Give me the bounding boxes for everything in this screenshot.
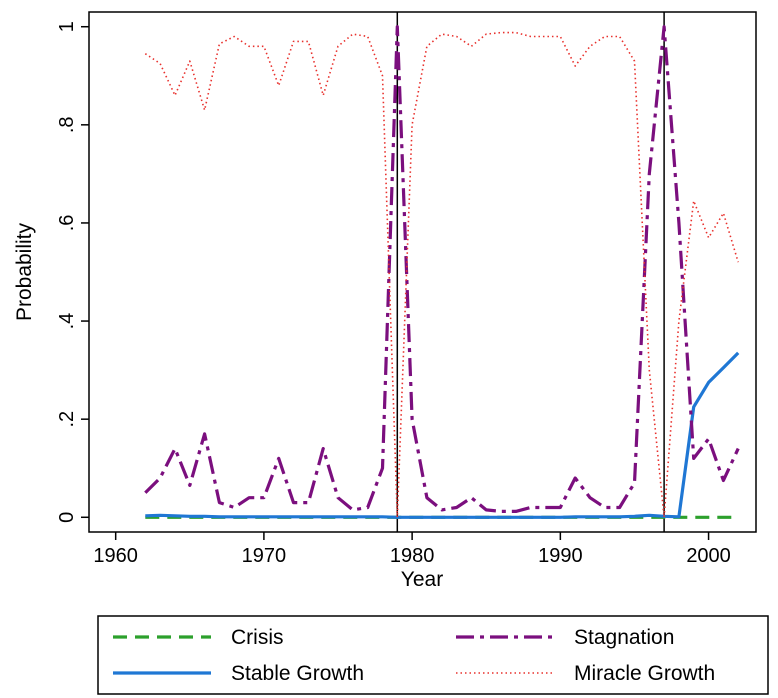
vertical-reference-lines bbox=[396, 12, 665, 532]
x-tick-label: 1980 bbox=[390, 545, 435, 567]
legend-label-stable-growth: Stable Growth bbox=[231, 662, 364, 685]
series-line-stable-growth bbox=[145, 351, 740, 519]
x-axis-title: Year bbox=[401, 568, 443, 591]
y-tick-label: .6 bbox=[56, 215, 78, 232]
legend-label-stagnation: Stagnation bbox=[574, 626, 674, 649]
series-line-miracle-growth bbox=[144, 31, 739, 519]
y-tick-label: 0 bbox=[56, 512, 78, 523]
plot-frame bbox=[88, 11, 757, 533]
legend-box bbox=[97, 615, 769, 695]
x-tick-label: 1990 bbox=[538, 545, 583, 567]
legend-label-miracle-growth: Miracle Growth bbox=[574, 662, 715, 685]
y-tick-label: .8 bbox=[56, 116, 78, 133]
y-tick-label: .2 bbox=[56, 411, 78, 428]
series-line-stagnation bbox=[144, 25, 740, 513]
legend-label-crisis: Crisis bbox=[231, 626, 284, 649]
y-tick-label: .4 bbox=[56, 313, 78, 330]
x-axis: 1960 1970 1980 1990 2000 bbox=[93, 532, 731, 567]
legend: Crisis Stable Growth Stagnation Miracle Gro… bbox=[97, 615, 769, 695]
x-tick-label: 2000 bbox=[686, 545, 731, 567]
x-tick-label: 1960 bbox=[93, 545, 138, 567]
series-layer bbox=[144, 25, 740, 519]
legend-items: Crisis Stable Growth Stagnation Miracle Gro… bbox=[113, 626, 715, 685]
y-axis: 0 .2 .4 .6 .8 1 bbox=[56, 21, 89, 523]
y-tick-label: 1 bbox=[56, 21, 78, 32]
y-axis-title: Probability bbox=[13, 222, 36, 321]
x-tick-label: 1970 bbox=[242, 545, 287, 567]
